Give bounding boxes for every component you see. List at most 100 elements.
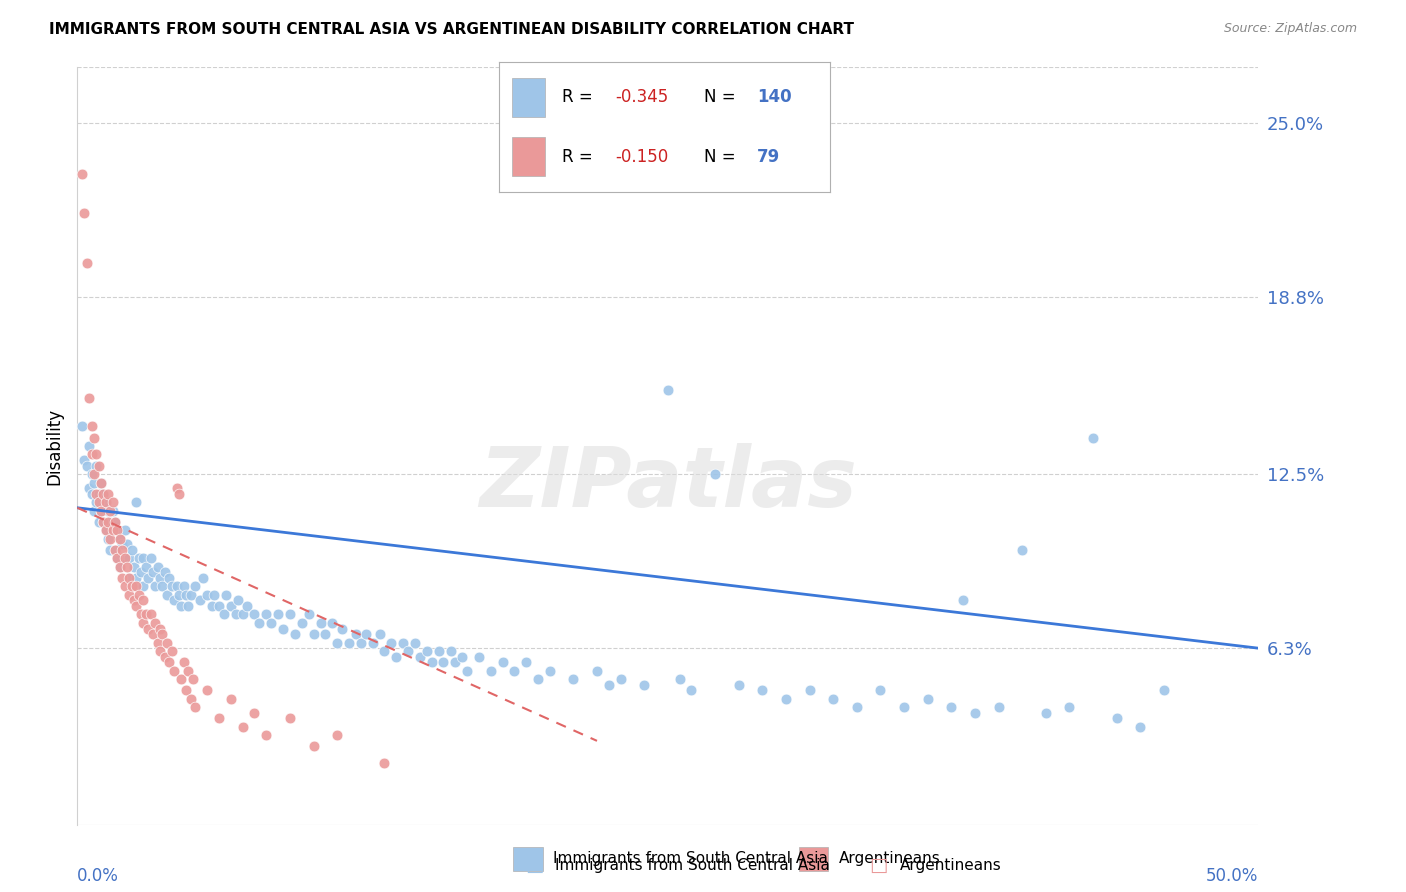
Text: 140: 140 (756, 88, 792, 106)
Point (952, 593, 974, 607)
Point (104, 515, 127, 529)
Point (260, 615, 283, 630)
Point (90, 503, 112, 517)
Point (668, 672, 690, 686)
Point (146, 635, 169, 649)
Text: -0.345: -0.345 (614, 88, 668, 106)
Point (869, 683, 891, 698)
Point (917, 691, 939, 706)
Point (129, 607, 152, 622)
Point (159, 571, 181, 585)
Point (208, 711, 231, 725)
Point (174, 683, 197, 698)
Point (80, 487, 103, 501)
Point (170, 599, 193, 613)
Point (427, 644, 450, 658)
Point (298, 607, 321, 622)
Text: N =: N = (704, 88, 735, 106)
Point (149, 622, 172, 636)
Point (344, 627, 367, 641)
Point (271, 622, 294, 636)
Point (118, 588, 141, 602)
Point (361, 635, 384, 649)
Text: IMMIGRANTS FROM SOUTH CENTRAL ASIA VS ARGENTINEAN DISABILITY CORRELATION CHART: IMMIGRANTS FROM SOUTH CENTRAL ASIA VS AR… (49, 22, 855, 37)
Point (236, 599, 259, 613)
Point (633, 678, 655, 692)
Point (108, 559, 131, 574)
Point (893, 700, 915, 714)
Point (173, 579, 195, 593)
Text: R =: R = (562, 88, 593, 106)
Text: 0.0%: 0.0% (77, 867, 120, 885)
Text: -0.150: -0.150 (614, 148, 668, 166)
Point (104, 542, 127, 557)
Point (823, 691, 845, 706)
Point (538, 664, 561, 678)
Point (136, 622, 159, 636)
Point (149, 571, 172, 585)
Point (107, 523, 129, 537)
Point (142, 566, 165, 580)
Point (775, 691, 797, 706)
Point (704, 467, 727, 481)
Point (1081, 431, 1104, 445)
Point (202, 588, 225, 602)
Point (87, 487, 110, 501)
Point (208, 599, 231, 613)
Point (479, 664, 502, 678)
Point (160, 579, 183, 593)
Point (83, 503, 105, 517)
Point (330, 622, 353, 636)
Point (337, 635, 360, 649)
Point (278, 607, 301, 622)
Point (84, 458, 107, 473)
Point (166, 481, 188, 495)
Text: Source: ZipAtlas.com: Source: ZipAtlas.com (1223, 22, 1357, 36)
Point (963, 706, 986, 720)
Point (799, 683, 821, 698)
Point (107, 551, 129, 566)
Point (278, 711, 301, 725)
Point (987, 700, 1010, 714)
Point (396, 644, 419, 658)
Point (163, 664, 186, 678)
Point (111, 542, 134, 557)
Bar (799, 847, 828, 871)
Point (132, 615, 155, 630)
Point (91, 487, 114, 501)
Point (444, 655, 467, 669)
Point (114, 551, 136, 566)
Point (254, 728, 277, 742)
Point (70, 167, 93, 181)
Point (321, 615, 343, 630)
Point (114, 551, 136, 566)
Point (87, 495, 110, 509)
Point (191, 571, 214, 585)
Point (451, 649, 474, 664)
Point (91, 487, 114, 501)
Point (121, 579, 143, 593)
Point (129, 566, 152, 580)
Point (128, 551, 150, 566)
Point (373, 644, 395, 658)
Point (219, 691, 242, 706)
Point (368, 627, 391, 641)
Point (101, 523, 124, 537)
Point (167, 588, 190, 602)
Point (104, 542, 127, 557)
Point (284, 627, 307, 641)
Y-axis label: Disability: Disability (45, 408, 63, 484)
Text: 79: 79 (756, 148, 780, 166)
Point (657, 383, 679, 397)
Point (84, 487, 107, 501)
Point (302, 739, 325, 754)
Point (243, 706, 266, 720)
Text: N =: N = (704, 148, 735, 166)
Point (174, 588, 197, 602)
Point (132, 579, 155, 593)
Point (94, 523, 117, 537)
Point (84, 447, 107, 461)
Point (180, 588, 202, 602)
Text: Immigrants from South Central Asia: Immigrants from South Central Asia (554, 852, 828, 866)
Point (83, 467, 105, 481)
